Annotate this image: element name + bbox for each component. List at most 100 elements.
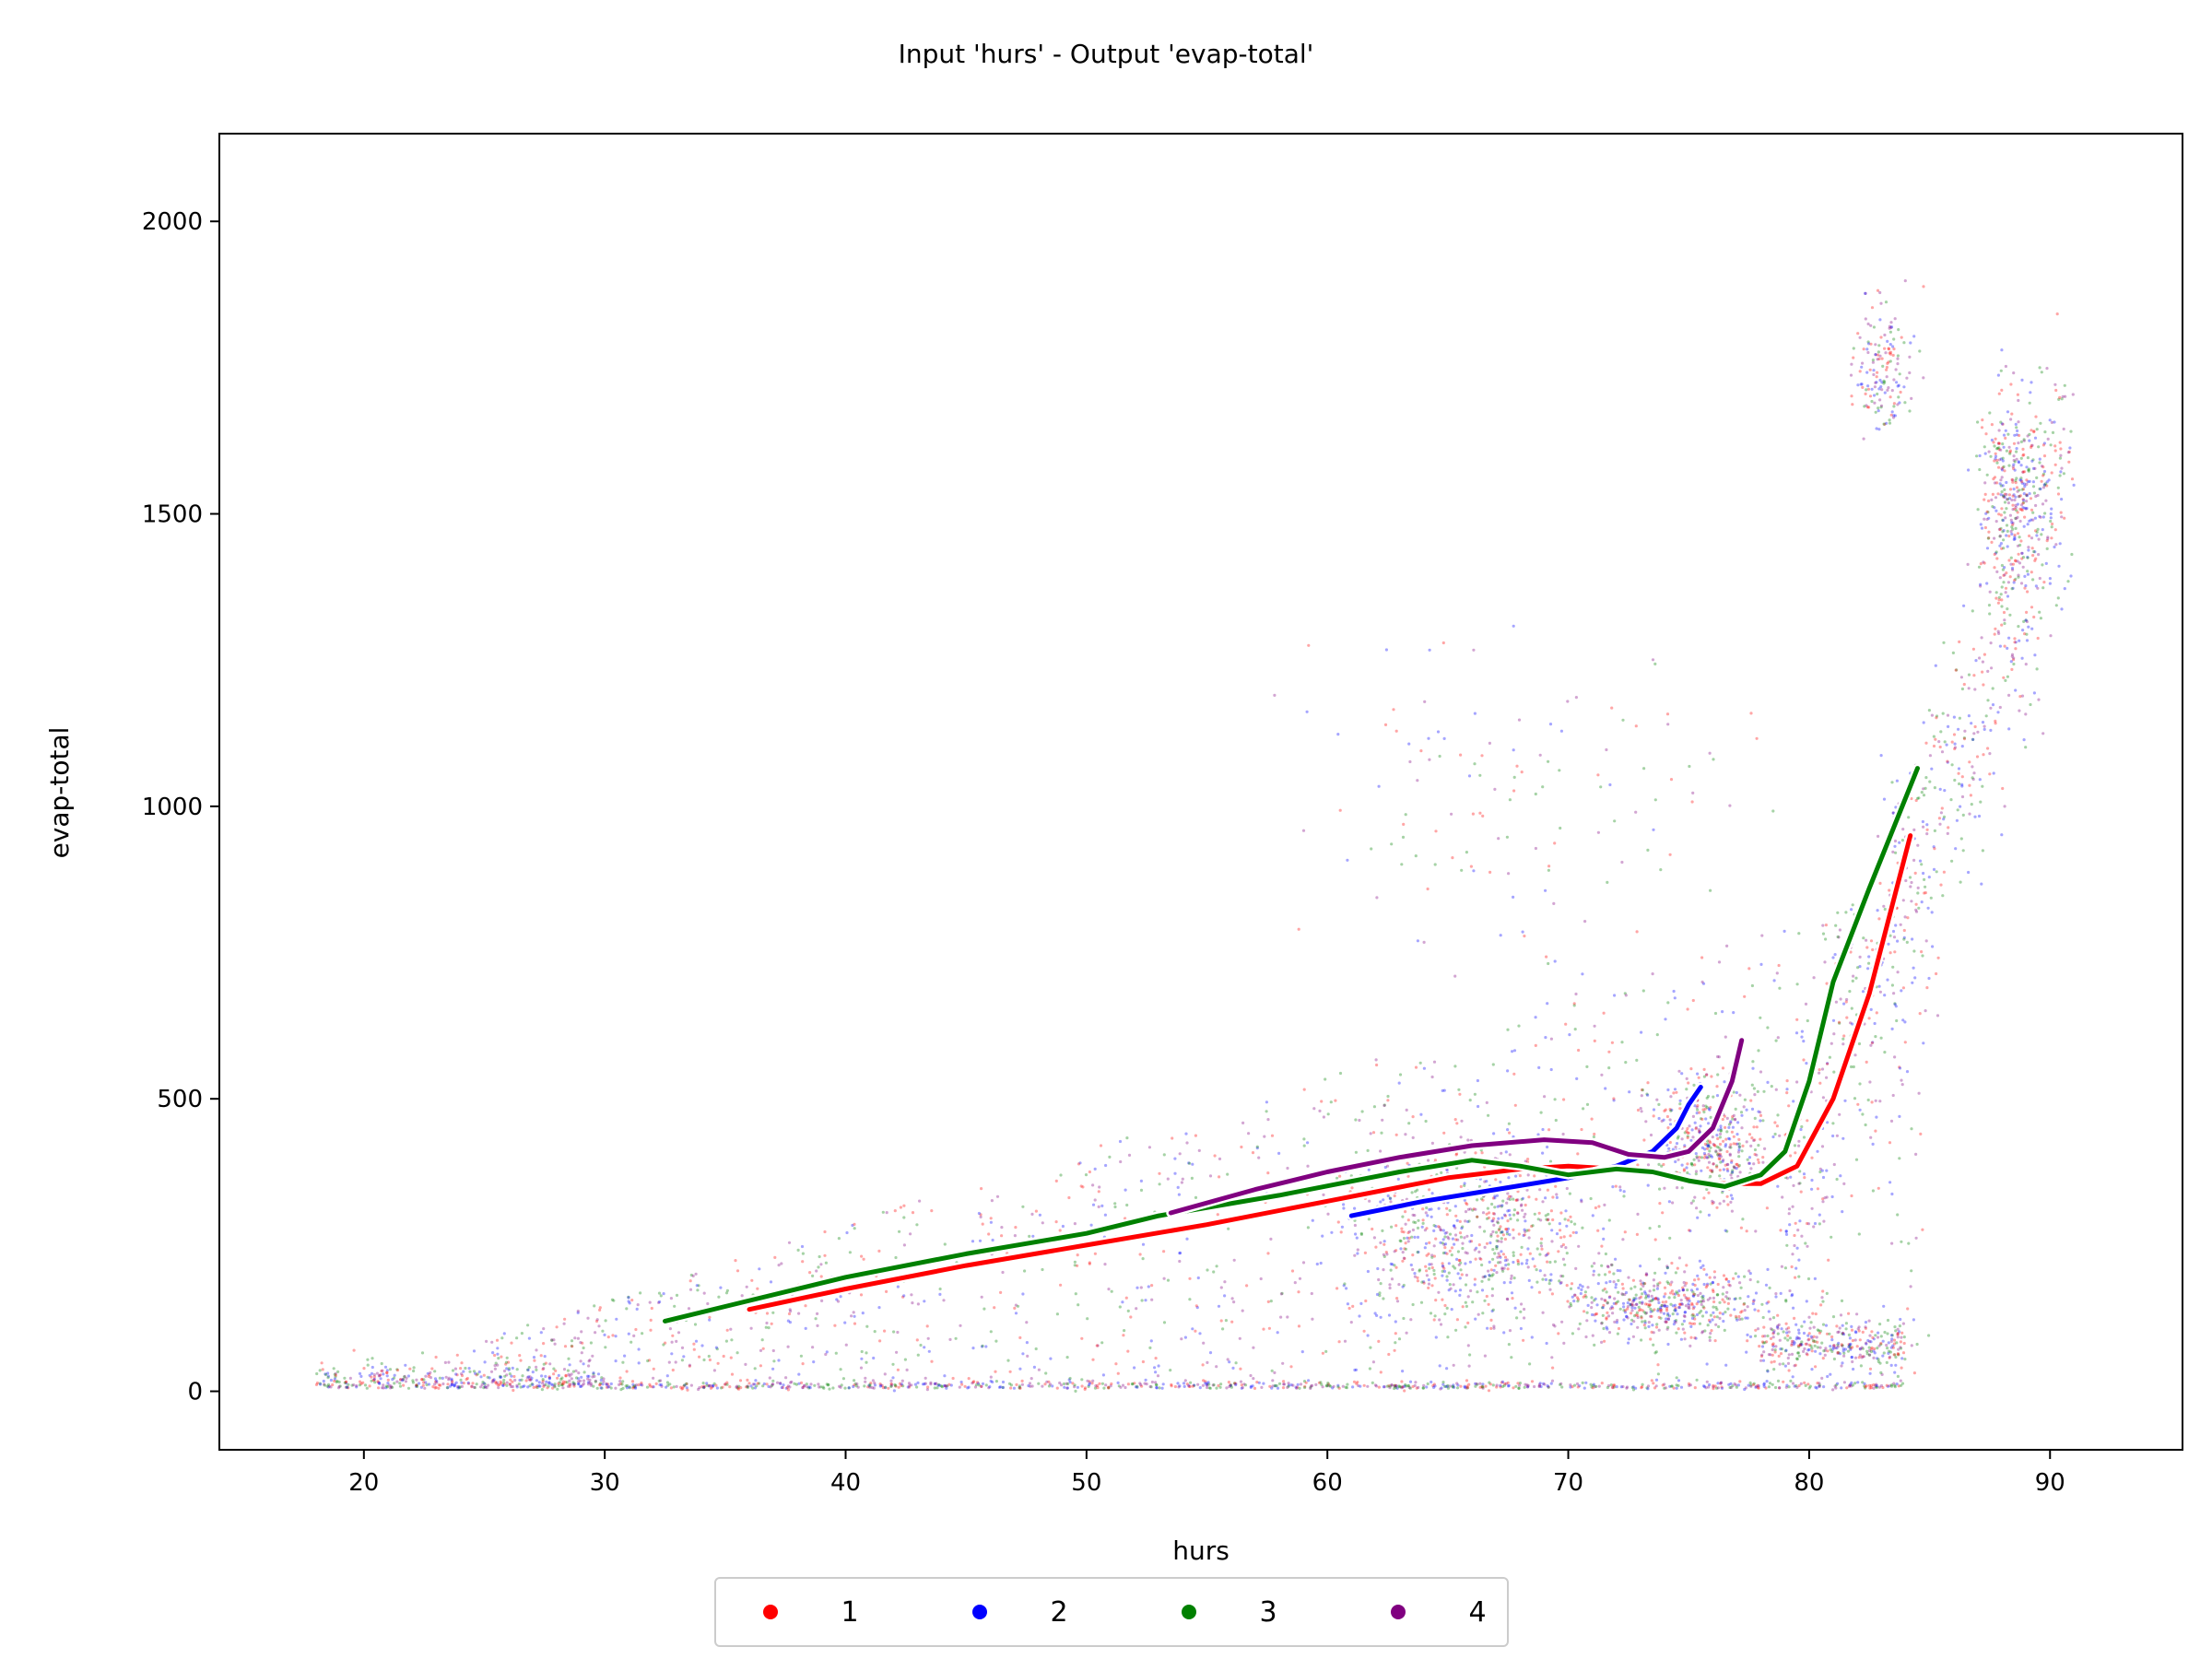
- scatter-point: [1388, 1384, 1392, 1388]
- scatter-point: [1394, 1386, 1398, 1390]
- scatter-point: [1534, 1043, 1537, 1047]
- scatter-point: [2045, 367, 2049, 371]
- scatter-point: [1881, 1385, 1885, 1390]
- scatter-point: [1721, 1010, 1724, 1014]
- scatter-point: [1432, 1272, 1436, 1277]
- scatter-point: [1038, 1213, 1041, 1217]
- scatter-point: [695, 1284, 699, 1288]
- scatter-point: [945, 1384, 948, 1388]
- scatter-point: [1657, 1162, 1661, 1166]
- scatter-point: [552, 1338, 556, 1342]
- scatter-point: [1819, 1303, 1823, 1307]
- scatter-point: [1126, 1382, 1130, 1386]
- scatter-point: [1344, 1385, 1347, 1389]
- scatter-point: [1430, 1141, 1434, 1145]
- scatter-point: [1402, 1316, 1406, 1321]
- scatter-point: [2021, 629, 2025, 632]
- scatter-point: [1901, 986, 1905, 990]
- scatter-point: [1311, 1218, 1314, 1222]
- scatter-point: [1622, 1190, 1626, 1194]
- scatter-point: [558, 1381, 562, 1384]
- scatter-point: [1922, 794, 1926, 797]
- scatter-point: [984, 1345, 988, 1348]
- scatter-point: [712, 1384, 715, 1388]
- scatter-point: [977, 1211, 981, 1216]
- scatter-point: [2032, 691, 2036, 695]
- scatter-point: [610, 1298, 615, 1301]
- scatter-point: [1877, 1331, 1880, 1335]
- scatter-point: [779, 1382, 782, 1385]
- scatter-point: [2006, 646, 2009, 651]
- scatter-point: [1898, 1157, 1901, 1160]
- scatter-point: [1083, 1386, 1088, 1390]
- scatter-point: [602, 1380, 606, 1383]
- scatter-point: [1486, 1326, 1489, 1330]
- scatter-point: [1875, 1011, 1878, 1015]
- scatter-point: [1183, 1379, 1187, 1382]
- scatter-point: [1270, 1369, 1274, 1372]
- scatter-point: [1697, 1277, 1700, 1281]
- scatter-point: [1196, 1382, 1200, 1386]
- scatter-point: [1890, 1027, 1894, 1030]
- scatter-point: [1500, 1230, 1504, 1234]
- scatter-point: [935, 1382, 938, 1385]
- scatter-point: [1674, 1321, 1677, 1324]
- scatter-point: [1453, 1065, 1457, 1068]
- scatter-point: [482, 1386, 486, 1390]
- scatter-point: [1702, 1385, 1707, 1389]
- scatter-point: [1644, 1312, 1648, 1315]
- scatter-point: [1442, 1088, 1446, 1092]
- scatter-point: [1663, 1382, 1666, 1386]
- scatter-point: [1899, 923, 1902, 926]
- scatter-point: [1445, 1367, 1449, 1371]
- scatter-point: [1465, 1386, 1468, 1390]
- scatter-point: [1712, 1276, 1716, 1279]
- scatter-point: [1597, 1384, 1601, 1388]
- scatter-point: [1141, 1242, 1146, 1246]
- scatter-point: [1443, 1231, 1447, 1235]
- scatter-point: [1441, 1229, 1445, 1232]
- scatter-point: [1718, 1202, 1722, 1206]
- scatter-point: [680, 1387, 684, 1391]
- scatter-point: [1671, 1292, 1676, 1296]
- scatter-point: [1445, 1384, 1449, 1388]
- scatter-point: [1493, 1196, 1497, 1200]
- scatter-point: [1473, 1248, 1477, 1252]
- scatter-point: [1838, 1112, 1841, 1116]
- scatter-point: [923, 1382, 926, 1386]
- scatter-point: [894, 1384, 898, 1388]
- scatter-point: [864, 1380, 867, 1383]
- scatter-point: [1774, 1292, 1778, 1296]
- scatter-point: [1752, 1125, 1756, 1129]
- scatter-point: [1660, 1164, 1664, 1168]
- scatter-point: [700, 1385, 704, 1389]
- scatter-point: [1913, 976, 1917, 980]
- scatter-point: [839, 1385, 842, 1389]
- scatter-point: [618, 1376, 622, 1380]
- scatter-point: [1879, 1383, 1884, 1388]
- scatter-point: [1412, 1220, 1416, 1224]
- scatter-point: [1734, 1314, 1738, 1318]
- scatter-point: [1561, 1257, 1565, 1261]
- scatter-point: [563, 1345, 568, 1348]
- scatter-point: [1683, 1331, 1687, 1335]
- scatter-point: [1663, 1304, 1666, 1308]
- scatter-point: [980, 1384, 983, 1388]
- scatter-point: [1677, 1383, 1680, 1388]
- scatter-point: [1382, 1385, 1386, 1389]
- scatter-point: [1935, 870, 1938, 874]
- scatter-point: [929, 1381, 933, 1384]
- scatter-point: [1771, 1332, 1775, 1335]
- scatter-point: [1778, 1386, 1782, 1390]
- scatter-point: [1857, 1041, 1862, 1046]
- scatter-point: [381, 1369, 384, 1372]
- scatter-point: [739, 1386, 743, 1390]
- scatter-point: [1345, 1287, 1348, 1290]
- scatter-point: [1705, 1362, 1709, 1366]
- scatter-point: [1818, 1384, 1821, 1388]
- scatter-point: [1418, 1061, 1422, 1065]
- scatter-point: [1506, 1128, 1510, 1132]
- scatter-point: [1783, 929, 1786, 934]
- scatter-point: [1550, 1240, 1554, 1243]
- scatter-point: [1606, 1301, 1609, 1305]
